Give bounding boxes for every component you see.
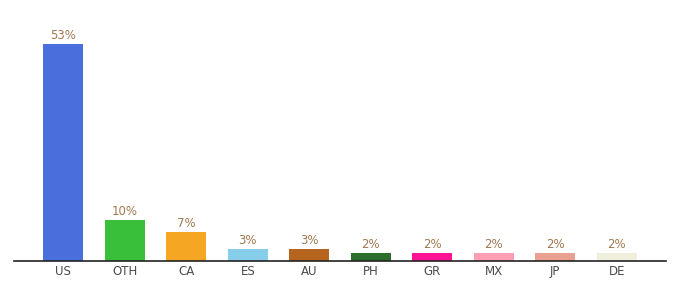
Text: 3%: 3% — [239, 234, 257, 247]
Bar — [597, 253, 636, 261]
Bar — [228, 249, 268, 261]
Text: 2%: 2% — [484, 238, 503, 251]
Bar — [351, 253, 391, 261]
Bar — [474, 253, 513, 261]
Bar — [105, 220, 145, 261]
Bar — [289, 249, 329, 261]
Text: 2%: 2% — [423, 238, 441, 251]
Bar — [167, 232, 206, 261]
Text: 3%: 3% — [300, 234, 318, 247]
Text: 2%: 2% — [362, 238, 380, 251]
Text: 2%: 2% — [546, 238, 564, 251]
Text: 53%: 53% — [50, 29, 76, 42]
Text: 7%: 7% — [177, 218, 196, 230]
Bar — [535, 253, 575, 261]
Bar — [44, 44, 83, 261]
Text: 2%: 2% — [607, 238, 626, 251]
Bar — [412, 253, 452, 261]
Text: 10%: 10% — [112, 205, 138, 218]
